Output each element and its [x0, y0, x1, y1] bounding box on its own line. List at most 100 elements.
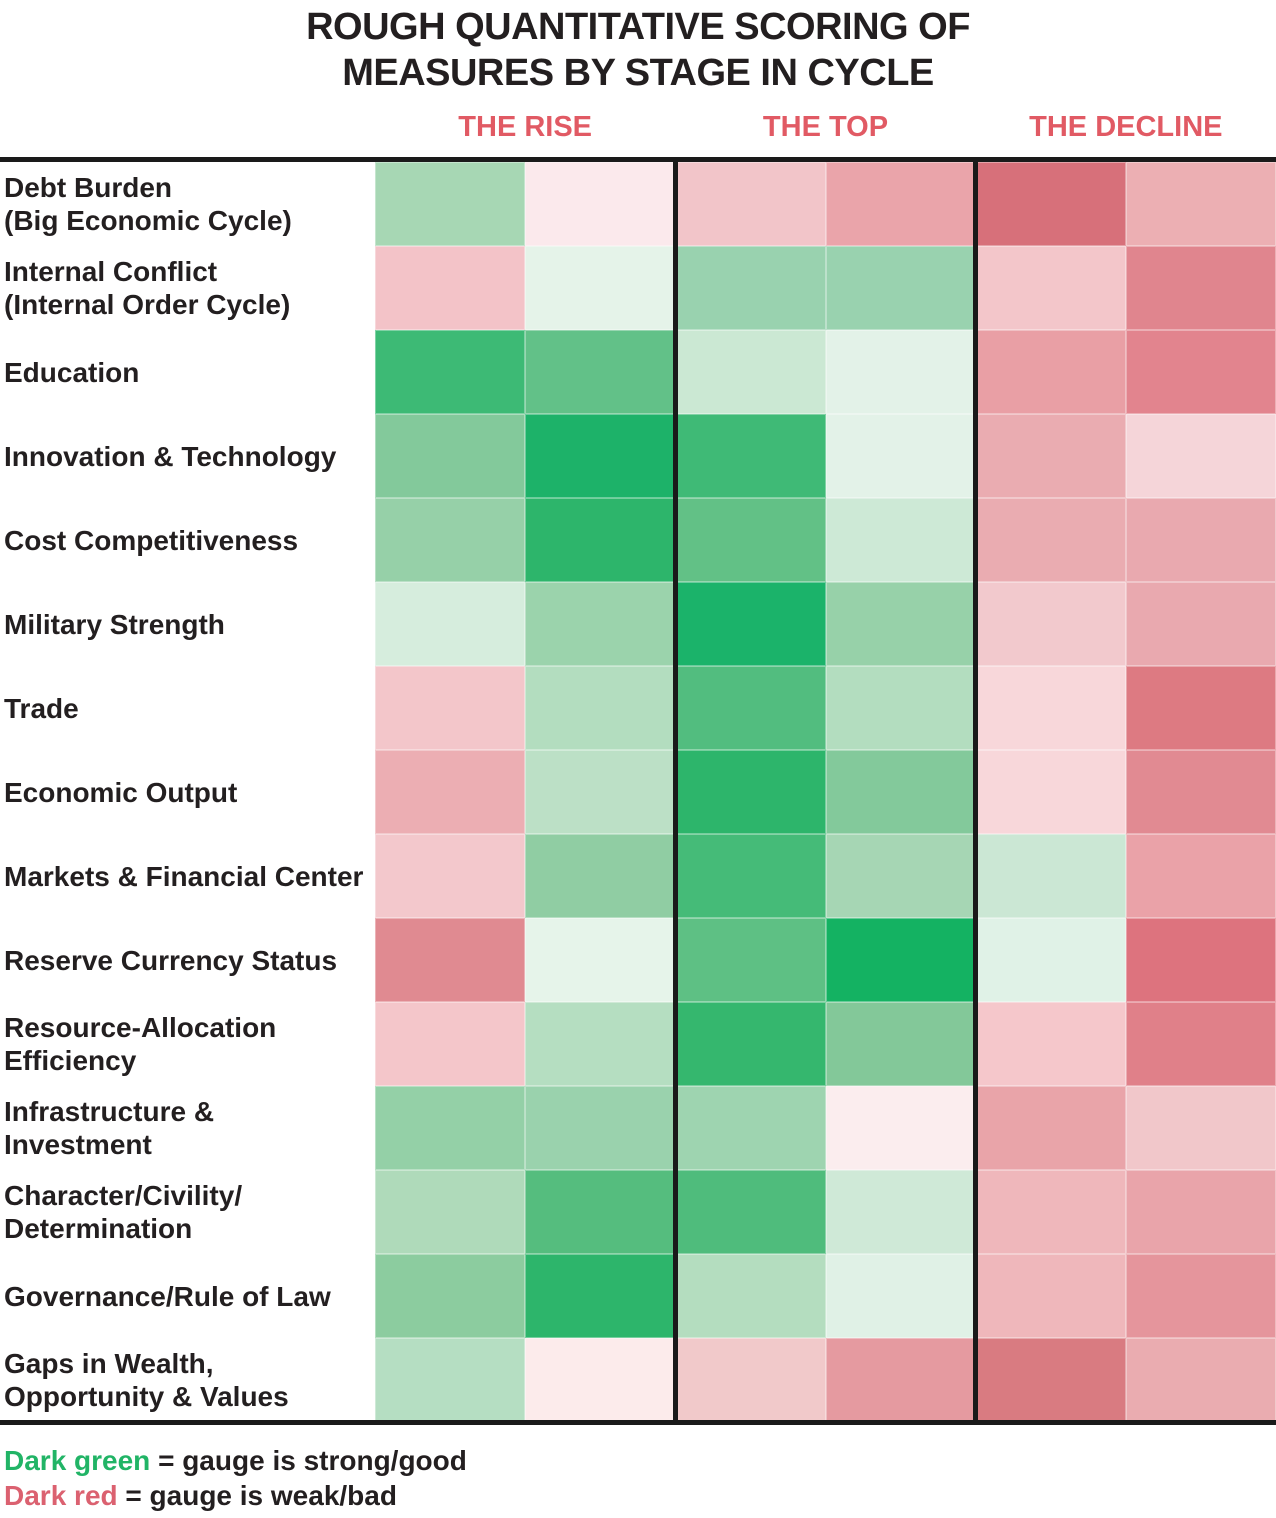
heatmap-cell: [975, 1170, 1126, 1254]
heatmap-cell: [675, 918, 826, 1002]
heatmap-cell: [525, 498, 676, 582]
heatmap-cell: [675, 666, 826, 750]
heatmap-cell: [675, 582, 826, 666]
heatmap-cell: [1125, 582, 1276, 666]
heatmap-cell: [825, 1338, 976, 1422]
heatmap-cell: [375, 1170, 526, 1254]
heatmap-cell: [525, 666, 676, 750]
heatmap-cell: [1125, 1002, 1276, 1086]
heatmap-cell: [525, 582, 676, 666]
heatmap-row: Character/Civility/Determination: [0, 1170, 1276, 1254]
heatmap-cell: [375, 1254, 526, 1338]
heatmap-cell: [375, 834, 526, 918]
heatmap-cell: [675, 414, 826, 498]
heatmap-row: Debt Burden (Big Economic Cycle): [0, 162, 1276, 246]
heatmap-cell: [825, 330, 976, 414]
heatmap-cell: [675, 1170, 826, 1254]
heatmap-cell: [825, 414, 976, 498]
heatmap-cell: [525, 750, 676, 834]
row-label: Gaps in Wealth, Opportunity & Values: [4, 1348, 289, 1412]
heatmap-cell: [825, 834, 976, 918]
heatmap-cell: [375, 1002, 526, 1086]
heatmap-cell: [975, 414, 1126, 498]
heatmap-row: Infrastructure & Investment: [0, 1086, 1276, 1170]
heatmap-cell: [1125, 162, 1276, 246]
heatmap-cell: [825, 666, 976, 750]
stage-header-decline: THE DECLINE: [1029, 111, 1223, 143]
legend-line-bad: Dark red = gauge is weak/bad: [4, 1478, 467, 1513]
heatmap-cell: [525, 414, 676, 498]
heatmap-cell: [375, 1086, 526, 1170]
heatmap-cell: [375, 750, 526, 834]
heatmap-cell: [525, 246, 676, 330]
heatmap-cell: [975, 498, 1126, 582]
heatmap-cell: [975, 1086, 1126, 1170]
heatmap-cell: [525, 330, 676, 414]
legend-term-red: Dark red: [4, 1480, 118, 1511]
row-label: Internal Conflict (Internal Order Cycle): [4, 256, 291, 320]
row-label: Economic Output: [4, 776, 238, 808]
grid-bottom-border: [0, 1420, 1276, 1425]
heatmap-cell: [525, 918, 676, 1002]
heatmap-cell: [525, 1086, 676, 1170]
heatmap-cell: [975, 330, 1126, 414]
row-label: Military Strength: [4, 608, 225, 640]
heatmap-cell: [525, 1338, 676, 1422]
heatmap-row: Internal Conflict (Internal Order Cycle): [0, 246, 1276, 330]
row-label: Markets & Financial Center: [4, 860, 364, 892]
legend-bad-text: = gauge is weak/bad: [117, 1480, 397, 1511]
heatmap-row: Economic Output: [0, 750, 1276, 834]
stage-header-rise: THE RISE: [458, 111, 593, 143]
heatmap-cell: [375, 246, 526, 330]
legend-good-text: = gauge is strong/good: [150, 1445, 467, 1476]
heatmap-cell: [375, 1338, 526, 1422]
row-label: Infrastructure & Investment: [4, 1096, 215, 1160]
heatmap-cell: [375, 162, 526, 246]
heatmap-cell: [1125, 1338, 1276, 1422]
heatmap-cell: [975, 918, 1126, 1002]
row-label: Trade: [4, 692, 79, 724]
heatmap-cell: [675, 1254, 826, 1338]
heatmap-cell: [525, 162, 676, 246]
heatmap-cell: [975, 1002, 1126, 1086]
heatmap-cell: [675, 498, 826, 582]
row-label: Cost Competitiveness: [4, 524, 299, 556]
heatmap-cell: [975, 834, 1126, 918]
heatmap-cell: [675, 1002, 826, 1086]
row-label: Governance/Rule of Law: [4, 1280, 331, 1312]
divider-top-decline: [973, 157, 978, 1425]
heatmap-cell: [825, 1086, 976, 1170]
heatmap-cell: [975, 666, 1126, 750]
stage-header-top: THE TOP: [762, 111, 889, 143]
heatmap-cell: [525, 834, 676, 918]
heatmap-cell: [1125, 330, 1276, 414]
heatmap-cell: [375, 414, 526, 498]
heatmap-cell: [975, 1254, 1126, 1338]
row-label: Reserve Currency Status: [4, 944, 338, 976]
heatmap-cell: [975, 582, 1126, 666]
legend: Dark green = gauge is strong/good Dark r…: [4, 1443, 467, 1513]
heatmap-cell: [675, 1338, 826, 1422]
heatmap-row: Cost Competitiveness: [0, 498, 1276, 582]
row-label: Resource-Allocation Efficiency: [4, 1012, 277, 1076]
chart-title-line1: ROUGH QUANTITATIVE SCORING OF: [306, 6, 970, 48]
heatmap-cell: [525, 1254, 676, 1338]
heatmap-cell: [1125, 1086, 1276, 1170]
grid-top-border: [0, 157, 1276, 162]
heatmap-row: Gaps in Wealth, Opportunity & Values: [0, 1338, 1276, 1422]
heatmap-row: Markets & Financial Center: [0, 834, 1276, 918]
heatmap-cell: [825, 750, 976, 834]
heatmap-cell: [375, 330, 526, 414]
heatmap-cell: [375, 582, 526, 666]
heatmap-cell: [1125, 834, 1276, 918]
heatmap-cell: [1125, 666, 1276, 750]
heatmap-cell: [825, 246, 976, 330]
row-label: Debt Burden (Big Economic Cycle): [4, 172, 292, 236]
chart-title: ROUGH QUANTITATIVE SCORING OF MEASURES B…: [0, 0, 1276, 96]
heatmap-row: Innovation & Technology: [0, 414, 1276, 498]
heatmap-cell: [525, 1002, 676, 1086]
heatmap-row: Reserve Currency Status: [0, 918, 1276, 1002]
heatmap-cell: [975, 750, 1126, 834]
heatmap-cell: [675, 162, 826, 246]
